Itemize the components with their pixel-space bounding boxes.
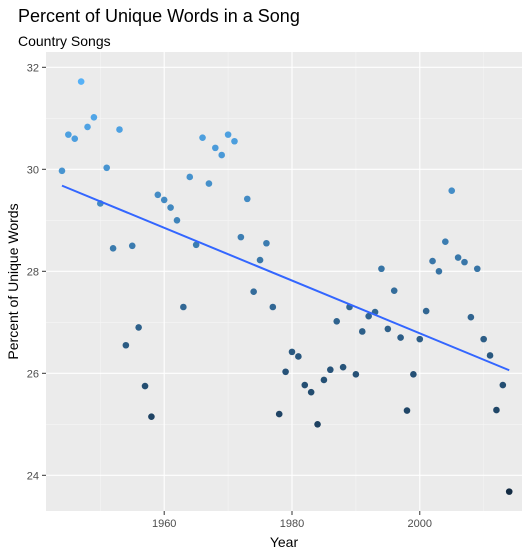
data-point [365, 312, 372, 320]
data-point [141, 382, 149, 390]
data-point [218, 151, 226, 159]
data-point [160, 196, 168, 204]
data-point [499, 381, 507, 389]
data-point [128, 242, 136, 250]
data-point [180, 303, 187, 311]
data-point [467, 313, 475, 321]
data-point [435, 268, 443, 275]
data-point [256, 256, 264, 264]
data-point [243, 195, 251, 203]
data-point [358, 328, 366, 335]
data-point [224, 131, 232, 138]
y-tick-label: 26 [27, 368, 39, 380]
y-tick-label: 32 [27, 62, 39, 74]
data-point [167, 204, 174, 211]
data-point [333, 317, 341, 325]
data-point [422, 307, 430, 315]
data-point [122, 341, 130, 349]
data-point [339, 363, 347, 371]
data-point [416, 335, 424, 343]
data-point [505, 488, 513, 495]
x-tick-label: 1960 [152, 518, 176, 530]
data-point [461, 258, 468, 266]
data-point [448, 187, 456, 195]
data-points [58, 78, 513, 495]
data-point [301, 381, 309, 389]
minor-gridlines [46, 52, 522, 511]
data-point [263, 239, 270, 247]
data-point [65, 131, 72, 138]
chart-subtitle: Country Songs [18, 33, 111, 49]
data-point [199, 134, 206, 141]
data-point [173, 217, 181, 224]
data-point [307, 388, 315, 396]
data-point [237, 233, 245, 241]
data-point [205, 180, 213, 187]
data-point [473, 265, 481, 273]
data-point [148, 413, 155, 420]
data-point [429, 257, 436, 265]
data-point [442, 238, 449, 246]
data-point [480, 335, 487, 343]
data-point [192, 241, 200, 249]
data-point [84, 123, 91, 131]
data-point [154, 191, 162, 199]
y-tick-label: 28 [27, 266, 39, 278]
data-point [116, 126, 123, 133]
trend-line [61, 184, 510, 372]
y-tick-label: 24 [27, 470, 39, 482]
data-point [282, 368, 289, 376]
data-point [314, 421, 321, 428]
data-point [493, 406, 500, 414]
data-point [390, 287, 398, 294]
data-point [486, 352, 494, 359]
data-point [250, 288, 257, 296]
data-point [352, 371, 360, 378]
data-point [135, 324, 142, 331]
data-point [410, 371, 417, 378]
data-point [288, 348, 296, 356]
x-tick-label: 2000 [408, 518, 432, 530]
data-point [90, 113, 98, 121]
data-point [186, 173, 194, 181]
data-point [71, 135, 79, 142]
x-tick-label: 1980 [280, 518, 304, 530]
data-point [397, 334, 404, 341]
data-point [454, 254, 462, 261]
x-axis-title: Year [270, 534, 299, 550]
data-point [103, 164, 110, 172]
data-point [378, 265, 385, 273]
data-point [275, 410, 283, 418]
data-point [269, 303, 277, 311]
plot-panel [46, 52, 522, 511]
data-point [58, 167, 66, 175]
chart-title: Percent of Unique Words in a Song [18, 6, 300, 26]
data-point [212, 144, 219, 152]
data-point [403, 407, 411, 414]
data-point [327, 366, 334, 374]
data-point [77, 78, 85, 85]
y-axis-ticks: 24 26 28 30 32 [27, 62, 46, 482]
data-point [384, 325, 392, 333]
data-point [109, 245, 117, 252]
x-axis-ticks: 1960 1980 2000 [152, 511, 432, 530]
y-axis-title: Percent of Unique Words [5, 203, 21, 359]
data-point [231, 137, 238, 145]
y-tick-label: 30 [27, 164, 39, 176]
data-point [295, 353, 302, 360]
data-point [320, 376, 328, 384]
